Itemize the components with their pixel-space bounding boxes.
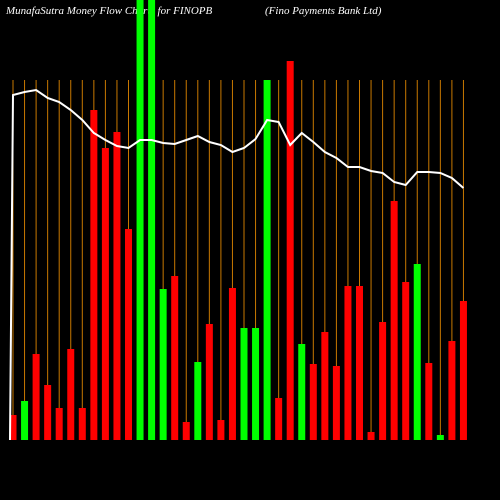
bar: [321, 332, 329, 440]
bar: [159, 289, 167, 440]
bar: [67, 349, 75, 440]
bar: [32, 354, 40, 440]
bar: [252, 328, 260, 440]
bar: [309, 364, 317, 440]
bar: [55, 408, 63, 440]
bar: [217, 420, 225, 440]
chart-subtitle: (Fino Payments Bank Ltd): [265, 5, 382, 17]
bar: [332, 366, 340, 440]
bar: [286, 61, 294, 440]
chart-title: MunafaSutra Money Flow Charts for FINOPB: [5, 5, 213, 17]
bar: [240, 328, 248, 440]
bar: [205, 324, 213, 440]
bar: [228, 288, 236, 440]
bar: [113, 132, 121, 440]
bar: [413, 264, 421, 440]
bar: [367, 432, 375, 440]
bar: [425, 363, 433, 440]
bar: [101, 148, 109, 440]
bar: [171, 276, 179, 440]
bar: [90, 110, 98, 440]
bar: [125, 229, 132, 440]
bar: [436, 435, 444, 440]
bar: [182, 422, 190, 440]
bar: [136, 0, 144, 440]
bar: [275, 398, 283, 440]
bar: [44, 385, 52, 440]
bar: [390, 201, 398, 440]
bar: [402, 282, 410, 440]
bar: [379, 322, 387, 440]
bar: [21, 401, 29, 440]
bar: [194, 362, 202, 440]
bar: [344, 286, 352, 440]
bar: [148, 0, 156, 440]
bar: [78, 408, 86, 440]
bar: [9, 415, 17, 440]
bar: [356, 286, 363, 440]
price-line: [9, 88, 465, 441]
bar: [298, 344, 306, 440]
bar: [459, 301, 467, 440]
bar: [263, 80, 271, 440]
bar: [448, 341, 456, 440]
